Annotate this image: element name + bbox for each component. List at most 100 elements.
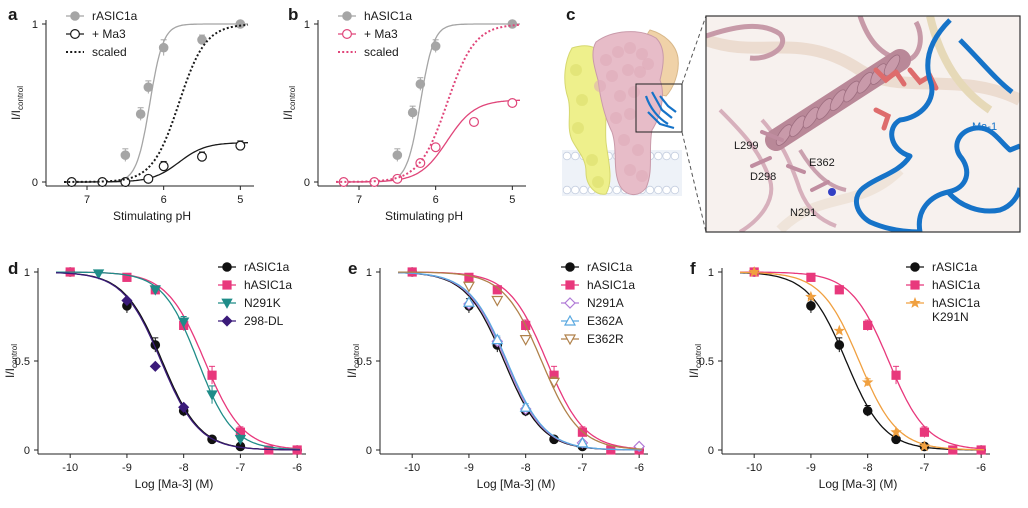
helix-turn bbox=[856, 71, 874, 94]
lipid-head bbox=[645, 185, 655, 195]
axes-e: -10 -9 -8 -7 -6 0 0.5 1 Log [Ma-3] (M) I/Icontrol bbox=[345, 267, 648, 491]
panel-label-f: f bbox=[690, 259, 696, 278]
x-tick-label: -9 bbox=[464, 462, 474, 474]
helix-turn bbox=[789, 115, 806, 138]
data-point bbox=[149, 285, 161, 296]
y-tick-label: 1 bbox=[24, 267, 30, 279]
series-e362r bbox=[398, 271, 643, 450]
surface-bump bbox=[642, 58, 654, 70]
data-point bbox=[863, 320, 873, 331]
data-point bbox=[519, 401, 532, 412]
data-point bbox=[748, 265, 760, 277]
legend-label: + Ma3 bbox=[364, 27, 398, 41]
x-tick-label: -10 bbox=[746, 462, 762, 474]
data-point bbox=[834, 285, 844, 295]
lipid-head bbox=[579, 185, 588, 195]
data-point bbox=[576, 436, 589, 448]
y-tick-label: 0 bbox=[708, 445, 714, 457]
data-point bbox=[120, 150, 131, 160]
fit-curve bbox=[398, 271, 643, 450]
x-tick-label: 5 bbox=[237, 194, 243, 206]
surface-bump bbox=[572, 122, 584, 134]
y-axis-label: I/Icontrol bbox=[687, 344, 703, 378]
fit-curve bbox=[739, 271, 985, 451]
legend-label: 298-DL bbox=[244, 314, 284, 328]
surface-bump bbox=[632, 144, 644, 156]
data-point bbox=[491, 333, 504, 345]
data-point bbox=[890, 426, 902, 438]
legend-marker bbox=[563, 314, 577, 326]
lipid-head bbox=[612, 185, 621, 195]
surface-bump bbox=[610, 112, 622, 124]
surface-bump bbox=[600, 54, 612, 66]
toxin-label-ma1: Ma-1 bbox=[972, 121, 997, 133]
axes-a: 7 6 5 0 1 Stimulating pH I/Icontrol bbox=[9, 19, 254, 223]
series-e362a bbox=[398, 271, 643, 451]
lipid-head bbox=[571, 185, 580, 195]
helix-turn bbox=[883, 54, 901, 77]
legend-a: rASIC1a + Ma3 scaled bbox=[66, 9, 138, 59]
data-point bbox=[806, 272, 816, 282]
data-point bbox=[805, 290, 817, 302]
panel-label-e: e bbox=[348, 259, 357, 278]
panel-label-c: c bbox=[566, 5, 575, 24]
x-axis-label: Log [Ma-3] (M) bbox=[819, 477, 898, 491]
x-tick-label: 7 bbox=[84, 194, 90, 206]
y-tick-label: 1 bbox=[32, 19, 38, 31]
fit-curve bbox=[740, 271, 985, 450]
x-tick-label: -10 bbox=[62, 462, 78, 474]
data-point bbox=[806, 301, 816, 311]
zoom-region-box bbox=[635, 83, 683, 133]
data-point bbox=[464, 272, 474, 282]
y-tick-label: 0.5 bbox=[699, 356, 714, 368]
data-point bbox=[462, 281, 475, 293]
fit-curve bbox=[336, 23, 521, 183]
data-point bbox=[918, 440, 931, 452]
axes-d: -10 -9 -8 -7 -6 0 0.5 1 Log [Ma-3] (M) I/Icontrol bbox=[3, 267, 306, 491]
data-point bbox=[234, 434, 247, 446]
data-point bbox=[862, 406, 873, 416]
legend-label: + Ma3 bbox=[92, 27, 126, 41]
legend-marker bbox=[565, 280, 575, 290]
legend-label: hASIC1a K291N bbox=[932, 296, 980, 324]
data-point bbox=[206, 390, 218, 401]
x-tick-label: -6 bbox=[292, 462, 302, 474]
data-point bbox=[891, 370, 901, 380]
y-tick-label: 0 bbox=[304, 177, 310, 189]
x-axis-label: Log [Ma-3] (M) bbox=[477, 477, 556, 491]
x-tick-label: -6 bbox=[976, 462, 986, 474]
legend-label: hASIC1a bbox=[244, 278, 292, 292]
lipid-head bbox=[562, 185, 572, 195]
lipid-head bbox=[562, 151, 572, 161]
x-tick-label: 5 bbox=[509, 194, 515, 206]
y-axis-label: I/Icontrol bbox=[345, 344, 361, 378]
data-point bbox=[919, 427, 930, 437]
legend-marker bbox=[70, 11, 80, 21]
legend-label: hASIC1a bbox=[587, 278, 635, 292]
panel-label-a: a bbox=[8, 5, 18, 24]
data-point bbox=[519, 335, 532, 346]
data-point bbox=[392, 173, 403, 184]
data-point bbox=[430, 41, 441, 51]
data-point bbox=[507, 97, 518, 108]
fit-curve bbox=[398, 271, 643, 451]
residue-label-n291: N291 bbox=[790, 207, 816, 219]
surface-bump bbox=[586, 154, 598, 166]
legend-marker bbox=[222, 262, 232, 272]
surface-bump bbox=[612, 46, 624, 58]
toxin-ma1-backbone bbox=[854, 18, 1020, 232]
y-axis-label: I/Icontrol bbox=[3, 344, 19, 378]
y-tick-label: 1 bbox=[304, 19, 310, 31]
lipid-head bbox=[654, 151, 663, 161]
x-tick-label: -9 bbox=[806, 462, 816, 474]
helix-turn bbox=[843, 80, 860, 103]
legend-marker bbox=[909, 296, 921, 308]
x-axis-label: Stimulating pH bbox=[113, 209, 191, 223]
legend-marker bbox=[221, 315, 233, 327]
data-point bbox=[415, 79, 426, 89]
x-tick-label: -7 bbox=[236, 462, 246, 474]
y-axis-label: I/Icontrol bbox=[9, 86, 25, 120]
legend-label: rASIC1a bbox=[92, 9, 138, 23]
legend-marker bbox=[563, 334, 577, 346]
data-point bbox=[235, 140, 246, 151]
